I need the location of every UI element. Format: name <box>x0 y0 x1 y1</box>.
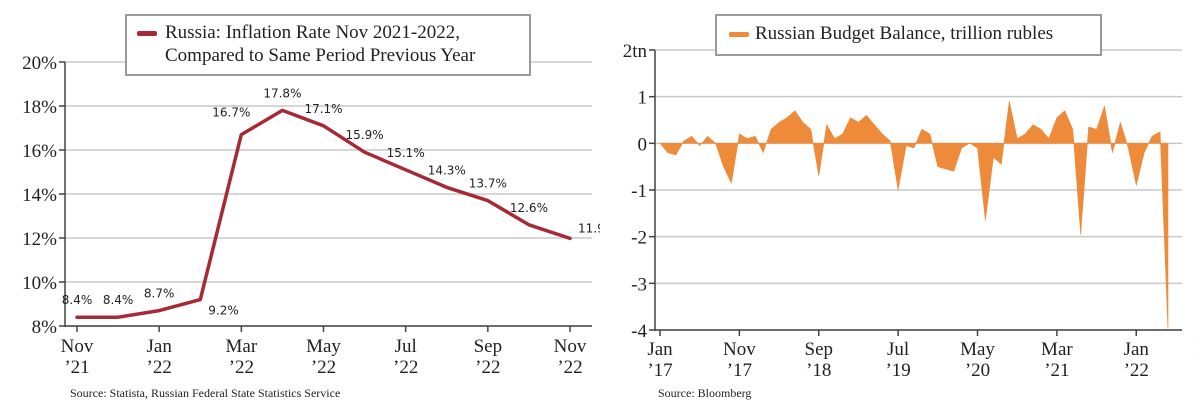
budget-xtick-month: Sep <box>805 339 834 360</box>
inflation-xtick-month: Sep <box>474 336 503 357</box>
inflation-data-label: 12.6% <box>510 201 548 215</box>
inflation-xtick-year: ’21 <box>64 357 89 378</box>
inflation-xtick-year: ’22 <box>475 357 500 378</box>
budget-xtick-month: May <box>960 339 995 360</box>
inflation-ytick-label: 8% <box>32 317 58 338</box>
inflation-data-label: 17.8% <box>263 86 301 100</box>
budget-xtick-year: ’20 <box>965 360 990 380</box>
inflation-ytick-label: 10% <box>22 273 57 294</box>
inflation-legend-line1: Russia: Inflation Rate Nov 2021-2022, <box>165 22 460 43</box>
budget-ytick-label: -4 <box>631 321 647 342</box>
inflation-chart-panel: 8% 10% 12% 14% 16% 18% 20% Nov ’21 Jan ’22 Mar ’22 Ma… <box>22 14 600 400</box>
inflation-ytick-label: 16% <box>22 141 57 162</box>
inflation-data-label: 8.4% <box>103 293 134 307</box>
budget-xtick-year: ’22 <box>1124 360 1149 380</box>
inflation-xtick-year: ’22 <box>147 357 172 378</box>
budget-ytick-label: 1 <box>638 88 648 109</box>
budget-xtick-month: Jan <box>1124 339 1150 360</box>
inflation-xtick-year: ’22 <box>393 357 418 378</box>
budget-xtick-month: Nov <box>723 339 756 360</box>
budget-legend: Russian Budget Balance, trillion rubles <box>715 14 1102 56</box>
budget-ytick-label: -1 <box>631 181 647 202</box>
inflation-data-label: 8.4% <box>62 293 93 307</box>
inflation-xtick-month: Mar <box>226 336 258 357</box>
budget-xtick-year: ’19 <box>885 360 910 380</box>
inflation-legend-line2: Compared to Same Period Previous Year <box>165 45 476 66</box>
inflation-xtick-month: Jan <box>147 336 173 357</box>
budget-xtick-year: ’17 <box>647 360 672 380</box>
inflation-data-label: 13.7% <box>469 177 507 191</box>
inflation-data-label: 15.9% <box>346 128 384 142</box>
inflation-xtick-year: ’22 <box>229 357 254 378</box>
inflation-data-label: 8.7% <box>144 287 175 301</box>
budget-chart-panel: -4 -3 -2 -1 0 1 2tn Jan ’17 Nov ’17 Sep ’18 Jul ’19 May… <box>600 0 1200 415</box>
inflation-xtick-month: May <box>306 336 341 357</box>
budget-ytick-label: -3 <box>631 274 647 295</box>
inflation-data-label: 9.2% <box>208 304 239 318</box>
inflation-data-label: 17.1% <box>304 102 342 116</box>
inflation-data-label: 15.1% <box>387 146 425 160</box>
inflation-data-label: 16.7% <box>212 106 250 120</box>
budget-xtick-year: ’17 <box>727 360 752 380</box>
budget-legend-text: Russian Budget Balance, trillion rubles <box>755 23 1054 44</box>
inflation-legend: Russia: Inflation Rate Nov 2021-2022, Co… <box>125 14 531 76</box>
inflation-data-label: 11.98% <box>578 221 600 235</box>
budget-ytick-label: 2tn <box>623 41 648 62</box>
budget-source: Source: Bloomberg <box>658 386 752 400</box>
budget-xtick-month: Jul <box>887 339 909 360</box>
inflation-ytick-label: 20% <box>22 53 57 74</box>
budget-area-series <box>659 101 1169 331</box>
inflation-xtick-year: ’22 <box>311 357 336 378</box>
inflation-ytick-label: 18% <box>22 97 57 118</box>
budget-ytick-label: -2 <box>631 228 647 249</box>
budget-chart: -4-3-2-1012tnJan’17Nov’17Sep’18Jul’19May… <box>623 41 1200 380</box>
inflation-source: Source: Statista, Russian Federal State … <box>70 386 341 400</box>
inflation-xtick-month: Nov <box>61 336 94 357</box>
inflation-xtick-month: Nov <box>554 336 587 357</box>
inflation-xtick-month: Jul <box>395 336 417 357</box>
budget-xtick-year: ’18 <box>806 360 831 380</box>
inflation-ytick-label: 12% <box>22 229 57 250</box>
inflation-ytick-label: 14% <box>22 185 57 206</box>
budget-legend-swatch <box>729 32 749 37</box>
inflation-legend-swatch <box>137 31 157 36</box>
inflation-data-label: 14.3% <box>428 163 466 177</box>
budget-xtick-month: Mar <box>1041 339 1073 360</box>
budget-xtick-month: Jan <box>647 339 673 360</box>
inflation-xtick-year: ’22 <box>557 357 582 378</box>
budget-xtick-year: ’21 <box>1044 360 1069 380</box>
budget-ytick-label: 0 <box>638 134 648 155</box>
